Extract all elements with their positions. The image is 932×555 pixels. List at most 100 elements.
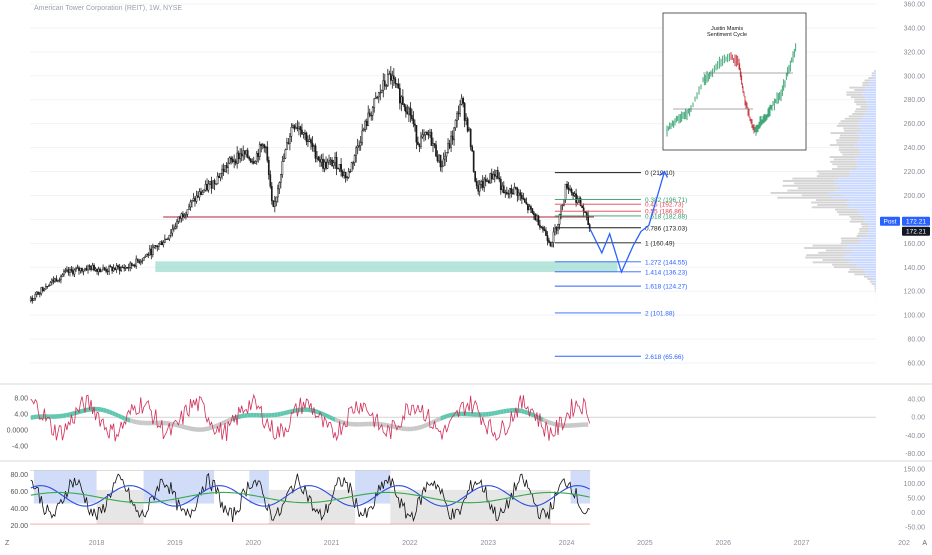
osc-ribbon-segment [335,417,338,423]
candle-body [45,286,46,289]
volume-bar-blue [867,103,876,105]
volume-bar-gray [819,173,851,175]
candle-body [203,190,204,192]
projection-path [590,172,664,273]
candle-body [429,132,430,135]
candle-body [380,92,381,93]
price-tick: 300.00 [904,73,926,80]
volume-bar-gray [854,99,866,101]
candle-body [484,179,485,187]
candle-body [84,268,85,270]
candle-body [449,144,450,148]
candle-body [226,165,227,167]
osc-ribbon-segment [410,426,413,431]
candle-body [420,137,421,146]
candle-body [265,147,266,148]
candle-body [208,184,209,190]
volume-bar-gray [849,87,864,89]
osc-ribbon-segment [359,422,362,427]
candle-body [410,108,411,115]
volume-bar-blue [873,77,876,79]
candle-body [136,259,137,266]
volume-bar-blue [843,194,876,196]
candle-body [247,151,248,158]
volume-bar-gray [836,139,858,141]
volume-bar-gray [857,235,868,237]
osc-ribbon-segment [326,413,329,419]
volume-bar-blue [862,130,876,132]
candle-body [65,271,66,272]
volume-bar-gray [848,271,863,273]
volume-bar-blue [860,120,876,122]
volume-bar-blue [829,192,876,194]
osc-ribbon-segment [266,413,269,418]
candle-body [169,235,170,239]
candle-body [419,145,420,147]
candle-body [232,159,233,162]
candle-body [572,193,573,196]
candle-body [527,204,528,210]
osc-ribbon-segment [118,413,121,419]
candle-body [538,216,539,225]
volume-bar-blue [849,170,876,172]
candle-body [80,268,81,270]
candle-body [187,210,188,215]
volume-bar-blue [858,142,876,144]
demand-zone [155,261,617,272]
volume-bar-blue [861,127,876,129]
candle-body [456,113,457,120]
osc-ribbon-segment [365,422,368,427]
volume-bar-blue [874,283,876,285]
candle-body [68,270,69,273]
volume-bar-gray [783,185,834,187]
candle-body [539,225,540,227]
candle-body [38,292,39,294]
candle-body [118,266,119,267]
osc-ribbon-segment [248,413,251,418]
candle-body [182,214,183,217]
volume-bar-gray [839,147,859,149]
candle-body [119,267,120,271]
candle-body [325,162,326,168]
volume-bar-blue [862,118,876,120]
volume-bar-blue [859,137,876,139]
osc-ribbon-segment [444,414,447,420]
osc-ribbon-segment [193,427,196,432]
candle-body [163,242,164,244]
candle-body [402,97,403,105]
candle-body [309,140,310,142]
candle-body [297,128,298,129]
volume-bar-blue [861,154,876,156]
candle-body [553,232,554,243]
volume-bar-gray [841,240,860,242]
candle-body [396,84,397,85]
volume-bar-gray [834,158,857,160]
candle-body [259,144,260,156]
candle-body [166,239,167,240]
volume-bar-gray [872,75,874,77]
candle-body [240,154,241,159]
volume-bar-gray [832,168,856,170]
candle-body [205,184,206,190]
candle-body [104,268,105,269]
candle-body [588,215,589,224]
candle-body [533,213,534,215]
candle-body [102,268,103,270]
price-tick: 240.00 [904,145,926,152]
volume-bar-gray [851,96,865,98]
candle-body [209,181,210,184]
candle-body [59,280,60,281]
volume-bar-blue [838,178,876,180]
candle-body [137,259,138,261]
candle-body [152,247,153,255]
candle-body [503,186,504,193]
candle-body [357,146,358,148]
osc-ribbon-segment [139,420,142,425]
candle-body [472,147,473,151]
candle-body [161,242,162,245]
candle-body [133,265,134,266]
candle-body [286,143,287,150]
volume-bar-gray [854,101,866,103]
candle-body [356,148,357,156]
candle-body [316,157,317,158]
